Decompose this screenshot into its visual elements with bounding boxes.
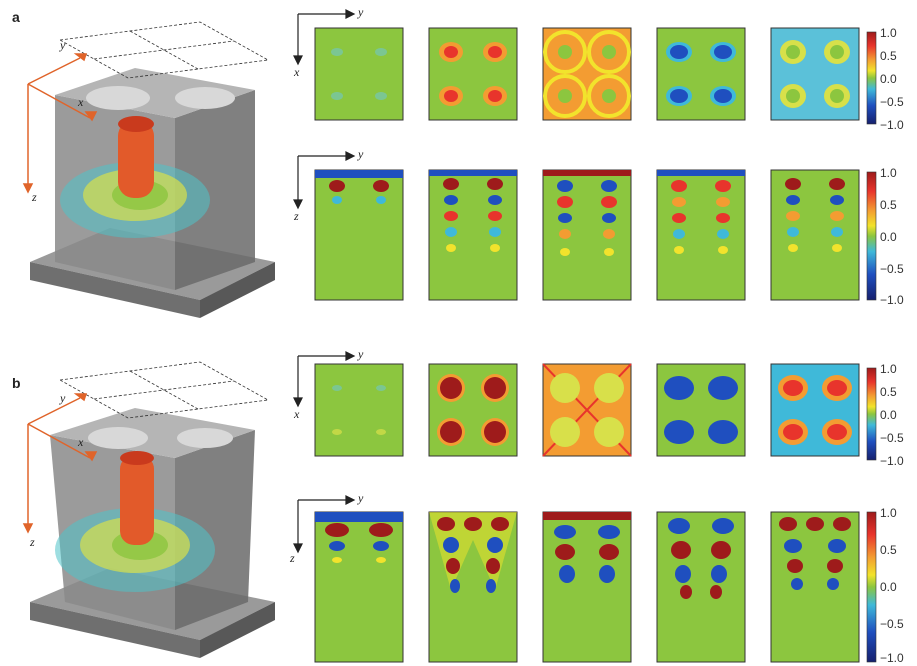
colorbar-tick: −0.5: [880, 431, 904, 445]
panel-a: a: [0, 0, 917, 320]
colorbar-tick: 0.5: [880, 385, 897, 399]
field-map-yz-2-b: [428, 511, 518, 663]
colorbar-tick: −1.0: [880, 293, 904, 307]
colorbar-tick: 1.0: [880, 362, 897, 376]
v-axis-label: x: [293, 407, 300, 421]
h-axis-label: y: [357, 5, 364, 19]
axis3d-z-label-b: z: [29, 535, 35, 549]
field-map-xy-5-a: [770, 27, 860, 121]
field-map-xy-1-b: [314, 363, 404, 457]
colorbar-tick: 0.5: [880, 49, 897, 63]
field-map-yz-1-a: [314, 169, 404, 301]
field-map-xy-4-b: [656, 363, 746, 457]
panel-b: b: [0, 340, 917, 666]
structure-3d-b: y x z: [22, 361, 275, 658]
field-map-xy-2-a: [428, 27, 518, 121]
colorbar-tick: −1.0: [880, 118, 904, 132]
field-map-xy-5-b: [770, 363, 860, 457]
colorbar-tick: −1.0: [880, 454, 904, 468]
colorbar-yz-a: 1.0 0.5 0.0 −0.5 −1.0: [866, 166, 904, 307]
colorbar-yz-b: 1.0 0.5 0.0 −0.5 −1.0: [866, 506, 904, 665]
v-axis-label: x: [293, 65, 300, 79]
field-map-yz-4-b: [656, 511, 746, 663]
colorbar-tick: −0.5: [880, 262, 904, 276]
h-axis-label: y: [357, 347, 364, 361]
axis3d-y-label-b: y: [59, 391, 66, 405]
axis3d-x-label-a: x: [77, 95, 84, 109]
colorbar-tick: 0.0: [880, 580, 897, 594]
field-map-yz-4-a: [656, 169, 746, 301]
field-map-xy-3-a: [542, 27, 632, 121]
row-yz-b: y z: [289, 491, 904, 665]
field-map-yz-1-b: [314, 511, 404, 663]
axis-indicator-yz-a: [293, 151, 356, 210]
colorbar-tick: 0.0: [880, 72, 897, 86]
axis-indicator-xy-a: [293, 9, 356, 66]
axis3d-y-label-a: y: [59, 38, 66, 52]
panel-b-svg: b: [12, 347, 904, 665]
colorbar-tick: 1.0: [880, 26, 897, 40]
field-map-yz-3-a: [542, 169, 632, 301]
panel-label-a: a: [12, 9, 20, 25]
colorbar-tick: 0.0: [880, 408, 897, 422]
field-map-yz-5-b: [770, 511, 860, 663]
field-map-xy-1-a: [314, 27, 404, 121]
h-axis-label: y: [357, 147, 364, 161]
h-axis-label: y: [357, 491, 364, 505]
colorbar-xy-a: 1.0 0.5 0.0 −0.5 −1.0: [866, 26, 904, 132]
v-axis-label: z: [293, 209, 299, 223]
axis3d-x-label-b: x: [77, 435, 84, 449]
colorbar-tick: 1.0: [880, 506, 897, 520]
row-xy-a: y x: [293, 5, 904, 132]
colorbar-tick: −0.5: [880, 617, 904, 631]
colorbar-xy-b: 1.0 0.5 0.0 −0.5 −1.0: [866, 362, 904, 468]
colorbar-tick: 0.5: [880, 198, 897, 212]
panel-label-b: b: [12, 375, 21, 391]
colorbar-tick: 0.5: [880, 543, 897, 557]
colorbar-tick: 1.0: [880, 166, 897, 180]
row-xy-b: y x: [293, 347, 904, 468]
axis-indicator-xy-b: [293, 351, 356, 408]
panel-a-svg: a: [12, 5, 904, 318]
field-map-xy-3-b: [542, 363, 632, 457]
field-map-yz-3-b: [542, 511, 632, 663]
field-map-yz-5-a: [770, 169, 860, 301]
row-yz-a: y z: [293, 147, 904, 307]
field-map-xy-2-b: [428, 363, 518, 457]
field-map-xy-4-a: [656, 27, 746, 121]
structure-3d-a: y x z: [22, 21, 275, 318]
field-map-yz-2-a: [428, 169, 518, 301]
v-axis-label: z: [289, 551, 295, 565]
colorbar-tick: 0.0: [880, 230, 897, 244]
axis-indicator-yz-b: [293, 495, 356, 554]
colorbar-tick: −1.0: [880, 651, 904, 665]
colorbar-tick: −0.5: [880, 95, 904, 109]
axis3d-z-label-a: z: [31, 190, 37, 204]
